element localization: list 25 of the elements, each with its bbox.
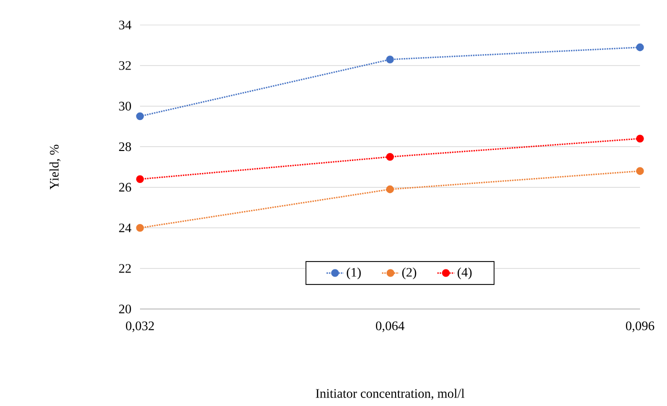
x-tick-label: 0,032 (126, 321, 154, 332)
legend-label: (1) (346, 268, 361, 280)
point (386, 152, 394, 161)
x-axis-title: Initiator concentration, mol/l (316, 388, 464, 400)
x-tick-label: 0,064 (376, 321, 404, 332)
point (136, 224, 144, 232)
y-tick-label: 28 (119, 142, 132, 152)
y-tick-label: 22 (119, 264, 131, 273)
point (136, 175, 144, 184)
point (136, 112, 144, 120)
point (636, 134, 644, 142)
point (636, 167, 644, 175)
point (386, 56, 394, 64)
legend-label: (4) (458, 268, 472, 280)
y-tick-label: 34 (119, 20, 132, 30)
y-tick-label: 26 (119, 182, 132, 192)
y-tick-label: 32 (119, 61, 131, 70)
point (636, 43, 644, 52)
y-tick-label: 30 (119, 102, 132, 111)
legend-label: (2) (402, 268, 416, 280)
y-tick-label: 20 (119, 304, 132, 314)
y-axis-title: Yield, % (50, 144, 60, 190)
x-tick-label: 0,096 (626, 321, 654, 332)
y-tick-label: 24 (119, 224, 132, 232)
point (386, 185, 394, 194)
